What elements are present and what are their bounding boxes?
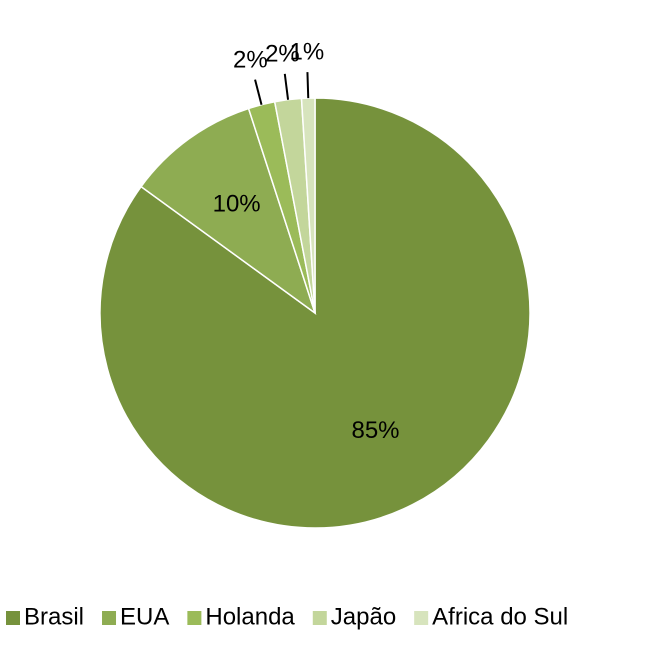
legend-label: Holanda	[205, 603, 295, 630]
leader-line	[283, 73, 290, 100]
data-label: 10%	[213, 191, 261, 218]
legend-label: EUA	[120, 603, 169, 630]
legend-swatch	[6, 611, 20, 625]
legend-swatch	[102, 611, 117, 625]
pie-slice	[300, 97, 316, 314]
data-label: 85%	[351, 417, 399, 444]
legend-label: Africa do Sul	[432, 603, 568, 630]
legend-swatch	[187, 611, 202, 625]
data-label: 2%	[265, 40, 300, 67]
legend-label: Japão	[331, 603, 396, 630]
legend-label: Brasil	[24, 603, 84, 630]
leader-line	[306, 72, 310, 99]
data-label: 2%	[233, 47, 268, 74]
data-label: 1%	[289, 38, 324, 65]
pie-slice	[140, 107, 317, 315]
leader-line	[254, 79, 263, 106]
legend-swatch	[414, 611, 429, 625]
legend-swatch	[312, 611, 327, 625]
